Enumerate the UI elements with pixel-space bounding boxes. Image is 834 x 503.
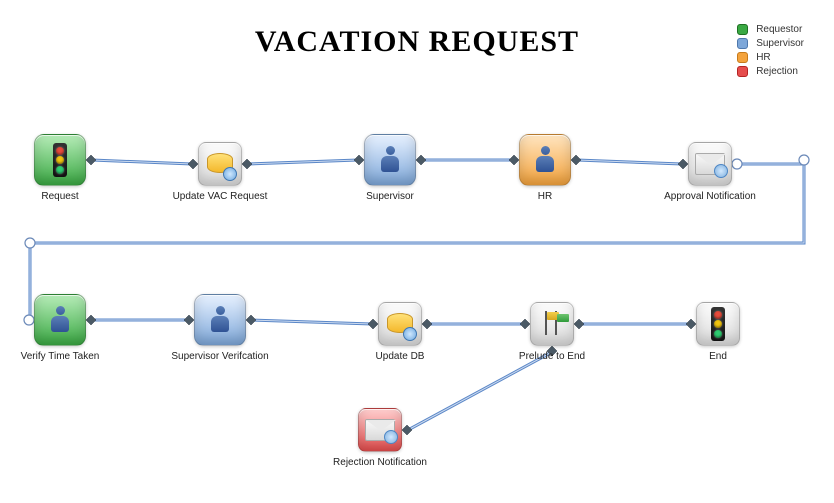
diagram-title: VACATION REQUEST [0, 25, 834, 59]
node-label: Supervisor Verifcation [171, 351, 268, 362]
legend-item: Requestor [737, 22, 804, 36]
workflow-node-approval[interactable]: Approval Notification [688, 142, 732, 186]
database-icon [205, 149, 235, 179]
node-label: Approval Notification [664, 191, 756, 202]
node-box[interactable]: Update VAC Request [198, 142, 242, 186]
node-box[interactable]: End [696, 302, 740, 346]
node-label: Rejection Notification [333, 457, 427, 468]
workflow-node-verify[interactable]: Verify Time Taken [34, 294, 86, 346]
legend-label: HR [756, 52, 770, 63]
person-icon [51, 306, 69, 334]
legend-swatch [737, 66, 748, 77]
node-label: Supervisor [366, 191, 414, 202]
node-box[interactable]: Supervisor Verifcation [194, 294, 246, 346]
node-box[interactable]: Prelude to End [530, 302, 574, 346]
node-label: Request [41, 191, 78, 202]
legend-swatch [737, 52, 748, 63]
mail-gear-icon [695, 153, 725, 175]
workflow-node-supervisor[interactable]: Supervisor [364, 134, 416, 186]
traffic-light-icon [711, 307, 725, 341]
legend-swatch [737, 38, 748, 49]
legend-swatch [737, 24, 748, 35]
node-box[interactable]: Request [34, 134, 86, 186]
workflow-node-hr[interactable]: HR [519, 134, 571, 186]
node-label: Prelude to End [519, 351, 585, 362]
node-label: End [709, 351, 727, 362]
workflow-node-rejection[interactable]: Rejection Notification [358, 408, 402, 452]
node-box[interactable]: Verify Time Taken [34, 294, 86, 346]
person-icon [381, 146, 399, 174]
node-label: Update VAC Request [173, 191, 268, 202]
person-icon [536, 146, 554, 174]
node-label: HR [538, 191, 552, 202]
flags-icon [537, 309, 567, 339]
workflow-node-end[interactable]: End [696, 302, 740, 346]
legend: Requestor Supervisor HR Rejection [737, 22, 804, 78]
traffic-light-icon [53, 143, 67, 177]
node-box[interactable]: HR [519, 134, 571, 186]
workflow-node-updvac[interactable]: Update VAC Request [198, 142, 242, 186]
node-box[interactable]: Update DB [378, 302, 422, 346]
legend-item: Rejection [737, 64, 804, 78]
legend-label: Rejection [756, 66, 798, 77]
workflow-node-request[interactable]: Request [34, 134, 86, 186]
workflow-node-updatedb[interactable]: Update DB [378, 302, 422, 346]
node-box[interactable]: Approval Notification [688, 142, 732, 186]
node-label: Verify Time Taken [21, 351, 100, 362]
node-label: Update DB [376, 351, 425, 362]
database-icon [385, 309, 415, 339]
legend-label: Requestor [756, 24, 802, 35]
legend-item: Supervisor [737, 36, 804, 50]
edge-layer [0, 0, 834, 503]
legend-item: HR [737, 50, 804, 64]
node-box[interactable]: Supervisor [364, 134, 416, 186]
legend-label: Supervisor [756, 38, 804, 49]
person-icon [211, 306, 229, 334]
workflow-node-prelude[interactable]: Prelude to End [530, 302, 574, 346]
node-box[interactable]: Rejection Notification [358, 408, 402, 452]
workflow-node-supverif[interactable]: Supervisor Verifcation [194, 294, 246, 346]
mail-gear-icon [365, 419, 395, 441]
